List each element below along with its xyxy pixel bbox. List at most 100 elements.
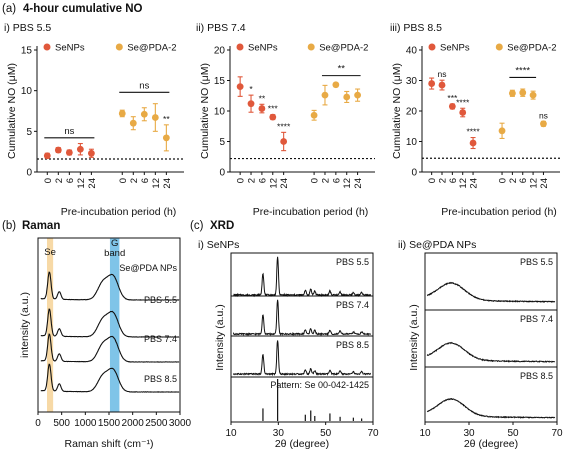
x-axis-label: Pre-incubation period (h) <box>61 206 177 218</box>
panel-b-header: (b) Raman <box>2 220 60 232</box>
spectrum-label: PBS 5.5 <box>144 295 177 305</box>
x-tick-label: 2 <box>320 178 331 183</box>
x-axis-label: 2θ (degree) <box>275 438 329 450</box>
significance-label: *** <box>447 93 458 103</box>
xrd-pattern <box>426 398 556 419</box>
data-point <box>310 111 318 119</box>
x-tick-label: 12 <box>529 178 540 189</box>
data-point <box>280 138 288 145</box>
data-point <box>498 127 506 135</box>
data-point <box>428 80 436 87</box>
legend-marker-senps <box>43 43 51 51</box>
panel-c-title: XRD <box>210 220 234 232</box>
x-tick-label: 0 <box>35 418 41 429</box>
y-tick-label: 0 <box>411 168 417 179</box>
x-tick-label: 6 <box>257 178 268 183</box>
data-point <box>247 100 255 108</box>
panel-a-header: (a) 4-hour cumulative NO <box>2 3 143 15</box>
x-tick-label: 0 <box>310 178 321 183</box>
data-point <box>118 110 126 117</box>
y-tick-label: 10 <box>214 107 226 118</box>
chart-title: ii) PBS 7.4 <box>196 22 246 34</box>
data-point <box>448 103 456 110</box>
data-point <box>540 120 547 128</box>
data-point <box>332 81 340 89</box>
data-point <box>459 109 467 116</box>
data-point <box>54 146 62 154</box>
pattern-label: PBS 7.4 <box>336 300 369 310</box>
y-axis-label: Intensity (a.u.) <box>214 304 226 371</box>
xrd-pattern <box>232 340 372 377</box>
y-tick-label: 30 <box>406 76 418 87</box>
x-tick-label: 6 <box>448 178 459 183</box>
x-tick-label: 24 <box>469 178 480 189</box>
legend-marker-sepda <box>307 43 315 51</box>
raman-chart: Se G band Se@PDA NPs PBS 5.5 PBS 7.4 PBS 8.5 0 5… <box>19 237 192 450</box>
data-point <box>43 152 51 160</box>
x-tick-label: 24 <box>279 178 290 189</box>
x-tick-label: 1000 <box>74 418 97 429</box>
xrd-pattern <box>427 281 556 303</box>
y-tick-label: 5 <box>219 137 225 148</box>
significance-label: **** <box>277 121 291 131</box>
significance-label: ns <box>539 110 548 120</box>
x-tick-label: 2500 <box>145 418 168 429</box>
x-tick-label: 6 <box>331 178 342 183</box>
data-point <box>129 119 137 127</box>
y-tick-label: 15 <box>21 46 33 57</box>
panel-b-title: Raman <box>22 220 60 232</box>
data-point <box>258 105 266 112</box>
y-axis-label: Cumulative NO (μM) <box>199 63 211 159</box>
significance-label: **** <box>456 97 470 107</box>
plot-frame <box>424 252 558 423</box>
data-point <box>354 91 361 99</box>
y-tick-label: 0 <box>26 168 32 179</box>
x-tick-label: 12 <box>268 178 279 189</box>
raman-spectrum <box>40 271 180 301</box>
y-axis-label: Intensity (a.u.) <box>408 304 420 371</box>
x-tick-label: 24 <box>162 178 173 189</box>
y-tick-label: 40 <box>406 46 418 57</box>
chart-title: i) PBS 5.5 <box>4 22 51 34</box>
x-tick-label: 2000 <box>122 418 145 429</box>
plot-frame <box>230 252 374 423</box>
y-tick-label: 20 <box>214 46 226 57</box>
spectrum-label: PBS 7.4 <box>144 334 177 344</box>
xrd-sepda-chart: ii) Se@PDA NPs PBS 5.5 PBS 7.4 PBS 8.5 10 30 5… <box>398 239 563 450</box>
panel-c-label: (c) <box>190 220 204 232</box>
xrd-pattern <box>233 256 372 298</box>
x-tick-label: 0 <box>427 178 438 183</box>
panel-c-header: (c) XRD <box>190 220 234 232</box>
x-tick-label: 24 <box>353 178 364 189</box>
x-tick-label: 50 <box>507 428 519 439</box>
x-tick-label: 70 <box>367 428 379 439</box>
panel-a-label: (a) <box>2 3 16 15</box>
y-tick-label: 5 <box>26 127 32 138</box>
legend-label-sepda: Se@PDA-2 <box>319 43 368 54</box>
y-tick-label: 10 <box>406 137 418 148</box>
x-axis-label: Pre-incubation period (h) <box>253 206 369 218</box>
pattern-label: PBS 7.4 <box>520 314 553 324</box>
x-tick-label: 70 <box>551 428 563 439</box>
x-tick-label: 24 <box>87 178 98 189</box>
data-point <box>140 110 148 118</box>
data-point <box>76 145 84 153</box>
y-tick-label: 20 <box>406 107 418 118</box>
xrd-pattern <box>426 341 556 363</box>
legend-label-senps: SeNPs <box>55 43 85 54</box>
x-tick-label: 30 <box>273 428 285 439</box>
chart-title: ii) Se@PDA NPs <box>398 239 476 251</box>
x-tick-label: 2 <box>247 178 258 183</box>
data-point <box>87 149 95 157</box>
panel-b-label: (b) <box>2 220 16 232</box>
data-point <box>438 81 446 89</box>
x-tick-label: 12 <box>151 178 162 189</box>
bracket-label: **** <box>515 65 530 76</box>
bracket-label: ns <box>139 80 149 91</box>
pattern-label: PBS 8.5 <box>336 340 369 350</box>
x-axis-label: Pre-incubation period (h) <box>441 206 557 218</box>
y-axis-label: intensity (a.u.) <box>19 292 31 358</box>
